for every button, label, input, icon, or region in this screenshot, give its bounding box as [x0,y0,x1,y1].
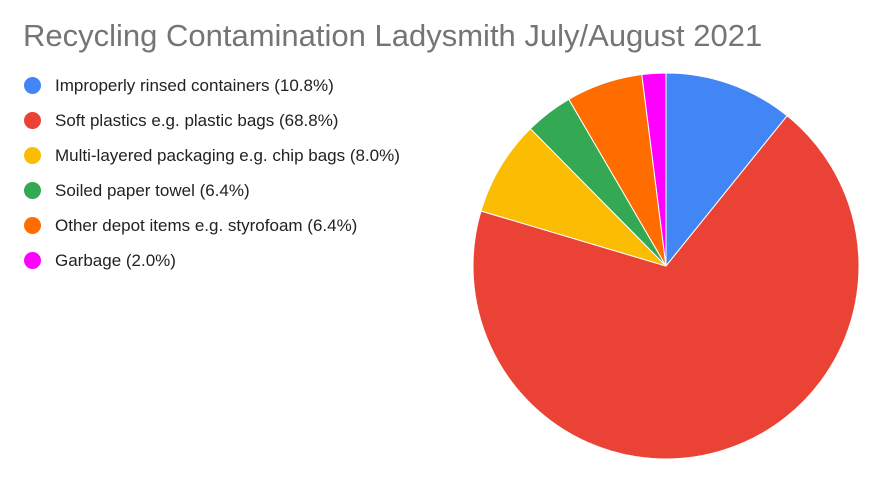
legend-item-improperly-rinsed: Improperly rinsed containers (10.8%) [24,68,400,103]
legend-label: Garbage (2.0%) [55,250,176,270]
legend-swatch [24,182,41,199]
legend-label: Other depot items e.g. styrofoam (6.4%) [55,215,358,235]
legend-label: Improperly rinsed containers (10.8%) [55,75,334,95]
pie-slice-5 [641,72,667,267]
legend-label: Multi-layered packaging e.g. chip bags (… [55,145,400,165]
legend-swatch [24,112,41,129]
pie-slice-0 [665,72,788,268]
legend-swatch [24,252,41,269]
legend: Improperly rinsed containers (10.8%) Sof… [24,68,400,278]
legend-swatch [24,147,41,164]
legend-label: Soiled paper towel (6.4%) [55,180,250,200]
legend-label: Soft plastics e.g. plastic bags (68.8%) [55,110,339,130]
legend-item-other-depot: Other depot items e.g. styrofoam (6.4%) [24,208,400,243]
pie-slice-2 [480,127,667,267]
chart-title: Recycling Contamination Ladysmith July/A… [23,18,763,53]
legend-swatch [24,217,41,234]
pie-slice-1 [472,115,860,460]
legend-item-soiled-paper: Soiled paper towel (6.4%) [24,173,400,208]
legend-item-garbage: Garbage (2.0%) [24,243,400,278]
legend-item-soft-plastics: Soft plastics e.g. plastic bags (68.8%) [24,103,400,138]
legend-swatch [24,77,41,94]
legend-item-multi-layered: Multi-layered packaging e.g. chip bags (… [24,138,400,173]
